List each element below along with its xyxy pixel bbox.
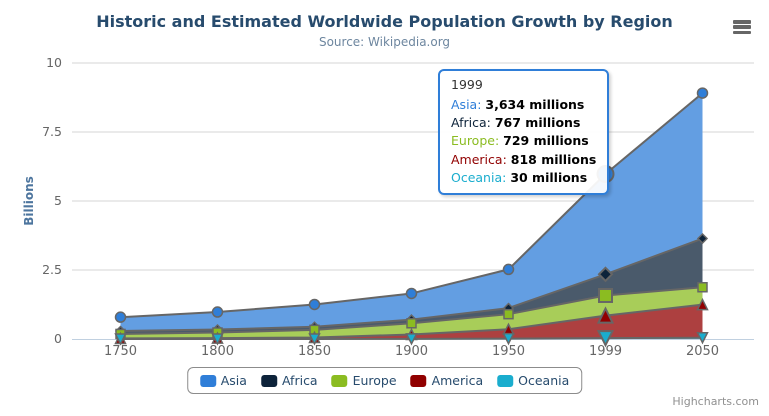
tooltip-series-label: Europe:: [451, 133, 504, 149]
x-axis-label-2050: 2050: [685, 344, 720, 359]
marker-africa-1999[interactable]: [597, 266, 614, 283]
marker-america-2050[interactable]: [696, 297, 709, 311]
x-axis-label-1800: 1800: [200, 344, 235, 359]
tooltip-series-label: America:: [451, 151, 511, 167]
y-axis-label-10: 10: [46, 55, 62, 70]
marker-asia-1900[interactable]: [405, 287, 418, 300]
legend-label-europe: Europe: [352, 373, 397, 388]
marker-oceania-1800[interactable]: [211, 333, 224, 346]
tooltip-row-asia: Asia: 3,634 millions: [451, 96, 596, 114]
legend-item-oceania[interactable]: Oceania: [497, 373, 569, 388]
legend-label-oceania: Oceania: [518, 373, 570, 388]
tooltip-series-value: 30 millions: [510, 169, 588, 185]
tooltip-series-label: Asia:: [451, 97, 486, 112]
legend-swatch-oceania: [497, 374, 514, 387]
legend-swatch-europe: [331, 374, 348, 387]
legend-swatch-america: [410, 374, 427, 387]
tooltip-year: 1999: [451, 77, 483, 92]
marker-oceania-1999[interactable]: [596, 330, 615, 348]
tooltip-row-europe: Europe: 729 millions: [451, 132, 596, 150]
x-axis-label-1900: 1900: [394, 344, 429, 359]
legend-swatch-africa: [260, 374, 277, 387]
tooltip-row-america: America: 818 millions: [451, 151, 596, 169]
marker-america-1999[interactable]: [596, 306, 615, 324]
marker-asia-2050[interactable]: [696, 87, 709, 99]
tooltip-row-oceania: Oceania: 30 millions: [451, 169, 596, 187]
marker-oceania-1750[interactable]: [114, 333, 127, 346]
marker-oceania-1850[interactable]: [308, 333, 321, 346]
marker-asia-1800[interactable]: [211, 306, 224, 318]
legend-item-europe[interactable]: Europe: [331, 373, 397, 388]
legend-label-africa: Africa: [281, 373, 318, 388]
tooltip: 1999 Asia: 3,634 millions Africa: 767 mil…: [438, 69, 610, 196]
tooltip-series-label: Africa:: [451, 115, 495, 131]
export-menu-button[interactable]: [731, 20, 753, 36]
marker-europe-1999[interactable]: [598, 287, 613, 303]
y-axis-label-7.5: 7.5: [42, 124, 62, 139]
legend: Asia Africa Europe America Oceania: [186, 367, 583, 394]
hamburger-icon: [731, 20, 753, 34]
marker-asia-1950[interactable]: [502, 263, 515, 276]
marker-africa-2050[interactable]: [696, 232, 709, 245]
chart-title: Historic and Estimated Worldwide Populat…: [96, 12, 673, 31]
legend-label-asia: Asia: [220, 373, 247, 388]
chart-subtitle: Source: Wikipedia.org: [318, 35, 451, 49]
x-axis-label-1750: 1750: [103, 344, 138, 359]
marker-europe-1950[interactable]: [503, 308, 514, 320]
x-axis-label-1850: 1850: [297, 344, 332, 359]
x-axis-label-1999: 1999: [588, 344, 623, 359]
marker-europe-1900[interactable]: [406, 318, 417, 329]
marker-oceania-2050[interactable]: [696, 331, 709, 345]
legend-label-america: America: [431, 373, 484, 388]
marker-europe-2050[interactable]: [697, 282, 708, 293]
credits-link[interactable]: Highcharts.com: [672, 395, 759, 408]
tooltip-row-africa: Africa: 767 millions: [451, 114, 596, 132]
tooltip-series-value: 767 millions: [494, 115, 581, 131]
marker-oceania-1950[interactable]: [502, 332, 515, 346]
area-fill-america: [120, 304, 703, 339]
legend-item-asia[interactable]: Asia: [199, 373, 247, 388]
y-axis-label-5: 5: [54, 193, 62, 208]
tooltip-series-value: 729 millions: [503, 133, 589, 149]
y-axis-label-0: 0: [54, 331, 62, 346]
tooltip-series-value: 3,634 millions: [485, 97, 585, 112]
tooltip-series-label: Oceania:: [451, 169, 511, 185]
legend-swatch-asia: [199, 374, 216, 387]
marker-oceania-1900[interactable]: [405, 333, 418, 346]
marker-asia-1850[interactable]: [308, 298, 321, 311]
tooltip-series-value: 818 millions: [510, 151, 597, 167]
area-fill-asia: [120, 93, 703, 339]
x-axis-label-1950: 1950: [491, 344, 526, 359]
legend-item-africa[interactable]: Africa: [260, 373, 318, 388]
marker-asia-1750[interactable]: [114, 311, 127, 323]
y-axis-label-2.5: 2.5: [42, 262, 62, 277]
legend-item-america[interactable]: America: [410, 373, 484, 388]
